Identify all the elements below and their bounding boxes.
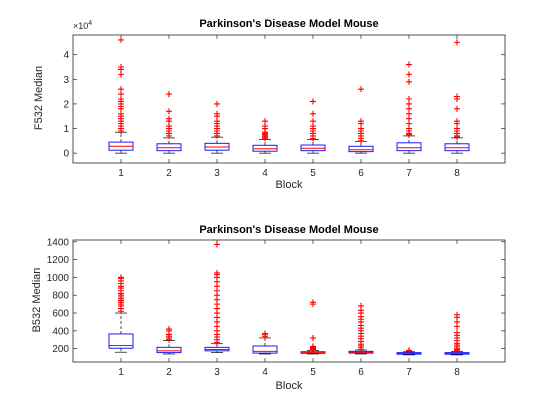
x-tick-label: 7 bbox=[406, 367, 412, 378]
outlier-point bbox=[214, 110, 220, 117]
y-tick-label: 1400 bbox=[47, 237, 70, 248]
outlier-point bbox=[406, 347, 412, 354]
x-tick-label: 3 bbox=[214, 367, 220, 378]
chart-title: Parkinson's Disease Model Mouse bbox=[199, 18, 378, 30]
outlier-point bbox=[358, 118, 364, 125]
outlier-point bbox=[406, 96, 412, 102]
chart-f532: Parkinson's Disease Model Mouse ×104 Blo… bbox=[33, 18, 506, 191]
outlier-point bbox=[214, 241, 220, 248]
outlier-point bbox=[310, 110, 316, 117]
outlier-point bbox=[454, 329, 460, 336]
x-axis-label: Block bbox=[276, 179, 303, 191]
chart-title: Parkinson's Disease Model Mouse bbox=[199, 224, 378, 236]
outlier-point bbox=[310, 98, 316, 105]
outlier-point bbox=[118, 64, 124, 70]
y-tick-label: 800 bbox=[52, 291, 69, 302]
box bbox=[396, 142, 422, 152]
y-tick-label: 2 bbox=[63, 99, 69, 110]
y-tick-label: 1 bbox=[63, 124, 69, 135]
y-axis-label: B532 Median bbox=[31, 268, 43, 333]
axes-box bbox=[72, 239, 506, 363]
axes-box bbox=[72, 34, 506, 164]
outlier-point bbox=[166, 108, 172, 115]
y-tick-label: 0 bbox=[63, 149, 69, 160]
x-tick-label: 5 bbox=[310, 168, 316, 179]
outlier-point bbox=[454, 118, 460, 125]
y-tick-label: 200 bbox=[52, 344, 69, 355]
y-tick-label: 1000 bbox=[47, 273, 70, 284]
outlier-point bbox=[358, 302, 364, 309]
outlier-point bbox=[454, 105, 460, 112]
x-tick-label: 8 bbox=[454, 367, 460, 378]
plot-area: 0 1 2 3 4 1 2 3 4 5 6 7 8 bbox=[63, 34, 506, 179]
plot-area: 200 400 600 800 1000 1200 1400 1 2 3 4 5 6 7 8 bbox=[47, 237, 506, 378]
x-tick-label: 7 bbox=[406, 168, 412, 179]
x-tick-label: 3 bbox=[214, 168, 220, 179]
y-tick-label: 600 bbox=[52, 309, 69, 320]
x-tick-label: 2 bbox=[166, 367, 172, 378]
y-axis-label: F532 Median bbox=[33, 66, 45, 130]
x-tick-label: 1 bbox=[118, 367, 124, 378]
x-tick-label: 2 bbox=[166, 168, 172, 179]
outlier-point bbox=[310, 118, 316, 125]
outlier-point bbox=[310, 299, 316, 306]
outlier-point bbox=[454, 311, 460, 318]
x-tick-label: 8 bbox=[454, 168, 460, 179]
x-tick-label: 4 bbox=[262, 168, 268, 179]
outlier-point bbox=[118, 86, 124, 93]
y-tick-label: 4 bbox=[63, 50, 69, 61]
outlier-point bbox=[406, 71, 412, 78]
y-tick-label: 3 bbox=[63, 75, 69, 86]
outlier-point bbox=[454, 39, 460, 46]
outlier-point bbox=[310, 334, 316, 341]
x-tick-label: 1 bbox=[118, 168, 124, 179]
outlier-point bbox=[358, 86, 364, 93]
box bbox=[252, 345, 278, 354]
y-multiplier-label: ×104 bbox=[73, 20, 92, 31]
outlier-point bbox=[118, 274, 124, 281]
box bbox=[108, 333, 134, 349]
outlier-point bbox=[214, 269, 220, 276]
outlier-point bbox=[262, 330, 268, 337]
box bbox=[156, 346, 182, 354]
outlier-point bbox=[454, 93, 460, 100]
y-tick-label: 400 bbox=[52, 326, 69, 337]
outlier-point bbox=[262, 118, 268, 125]
outlier-point bbox=[406, 61, 412, 68]
outlier-point bbox=[166, 326, 172, 333]
outlier-point bbox=[166, 115, 172, 122]
outlier-point bbox=[310, 343, 316, 350]
y-tick-label: 1200 bbox=[47, 255, 70, 266]
outlier-point bbox=[118, 36, 124, 43]
x-tick-label: 6 bbox=[358, 168, 364, 179]
x-tick-label: 4 bbox=[262, 367, 268, 378]
outlier-point bbox=[166, 91, 172, 98]
x-axis-label: Block bbox=[276, 380, 303, 392]
x-tick-label: 5 bbox=[310, 367, 316, 378]
outlier-point bbox=[406, 78, 412, 85]
box bbox=[348, 145, 374, 153]
x-tick-label: 6 bbox=[358, 367, 364, 378]
outlier-point bbox=[214, 100, 220, 107]
chart-b532: Parkinson's Disease Model Mouse Block B5… bbox=[31, 224, 506, 392]
